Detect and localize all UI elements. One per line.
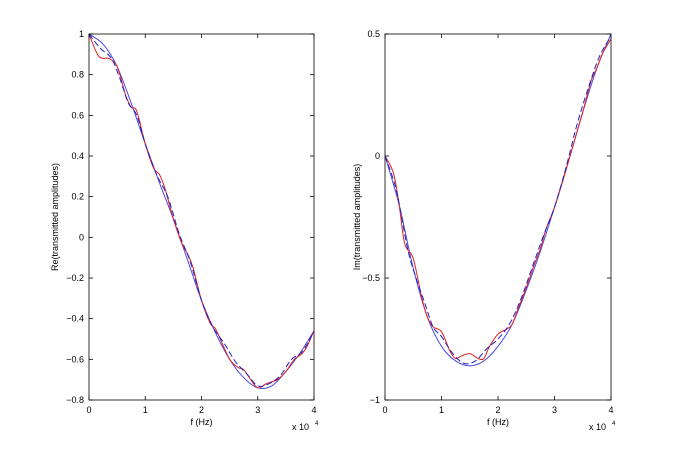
- plot-frame: [384, 33, 612, 401]
- y-tick-label: 0.6: [71, 110, 84, 120]
- y-tick-label: −1: [370, 395, 380, 405]
- y-tick-label: −0.5: [362, 273, 380, 283]
- x-tick-label: 3: [255, 405, 260, 415]
- y-tick-label: 0.5: [367, 29, 380, 39]
- x-exponent-base: x 10: [589, 422, 606, 432]
- x-exponent-power: 4: [315, 421, 319, 427]
- x-tick-label: 0: [382, 405, 387, 415]
- y-tick-label: −0.2: [66, 273, 84, 283]
- y-axis-label: Re(transmitted amplitudes): [50, 163, 60, 271]
- series-line-2: [89, 34, 314, 387]
- chart-real-part: 0 1 2 3 4 1 0.8 0.6 0.4 0.2 0 −0.2 −0.4 −0.6 −0.8 f (Hz…: [50, 29, 319, 432]
- x-tick-label: 4: [311, 405, 316, 415]
- x-tick-label: 3: [552, 405, 557, 415]
- series-group: [385, 34, 611, 367]
- chart-imaginary-part: 0 1 2 3 40.50−0.5−1f (Hz) x 10 4Im(transmitted…: [352, 29, 616, 432]
- y-axis-label: Im(transmitted amplitudes): [352, 164, 362, 271]
- y-tick-label: 0: [79, 232, 84, 242]
- y-tick-label: 0.4: [71, 151, 84, 161]
- y-tick-label: −0.4: [66, 314, 84, 324]
- x-tick-label: 2: [199, 405, 204, 415]
- x-tick-label: 4: [608, 405, 613, 415]
- x-axis-label: f (Hz): [487, 417, 509, 427]
- y-tick-label: 0.8: [71, 70, 84, 80]
- y-tick-label: −0.8: [66, 395, 84, 405]
- series-line-2: [385, 36, 611, 365]
- x-tick-label: 2: [495, 405, 500, 415]
- y-tick-label: −0.6: [66, 354, 84, 364]
- y-tick-label: 0.2: [71, 192, 84, 202]
- x-axis-label: f (Hz): [191, 417, 213, 427]
- x-tick-label: 1: [143, 405, 148, 415]
- x-tick-label: 0: [86, 405, 91, 415]
- y-tick-label: 0: [375, 151, 380, 161]
- x-exponent-power: 4: [612, 421, 616, 427]
- x-tick-label: 1: [439, 405, 444, 415]
- series-group: [89, 34, 314, 389]
- plot-frame: [88, 33, 315, 401]
- series-line-1: [385, 38, 611, 361]
- y-tick-label: 1: [79, 29, 84, 39]
- x-exponent-base: x 10: [292, 422, 309, 432]
